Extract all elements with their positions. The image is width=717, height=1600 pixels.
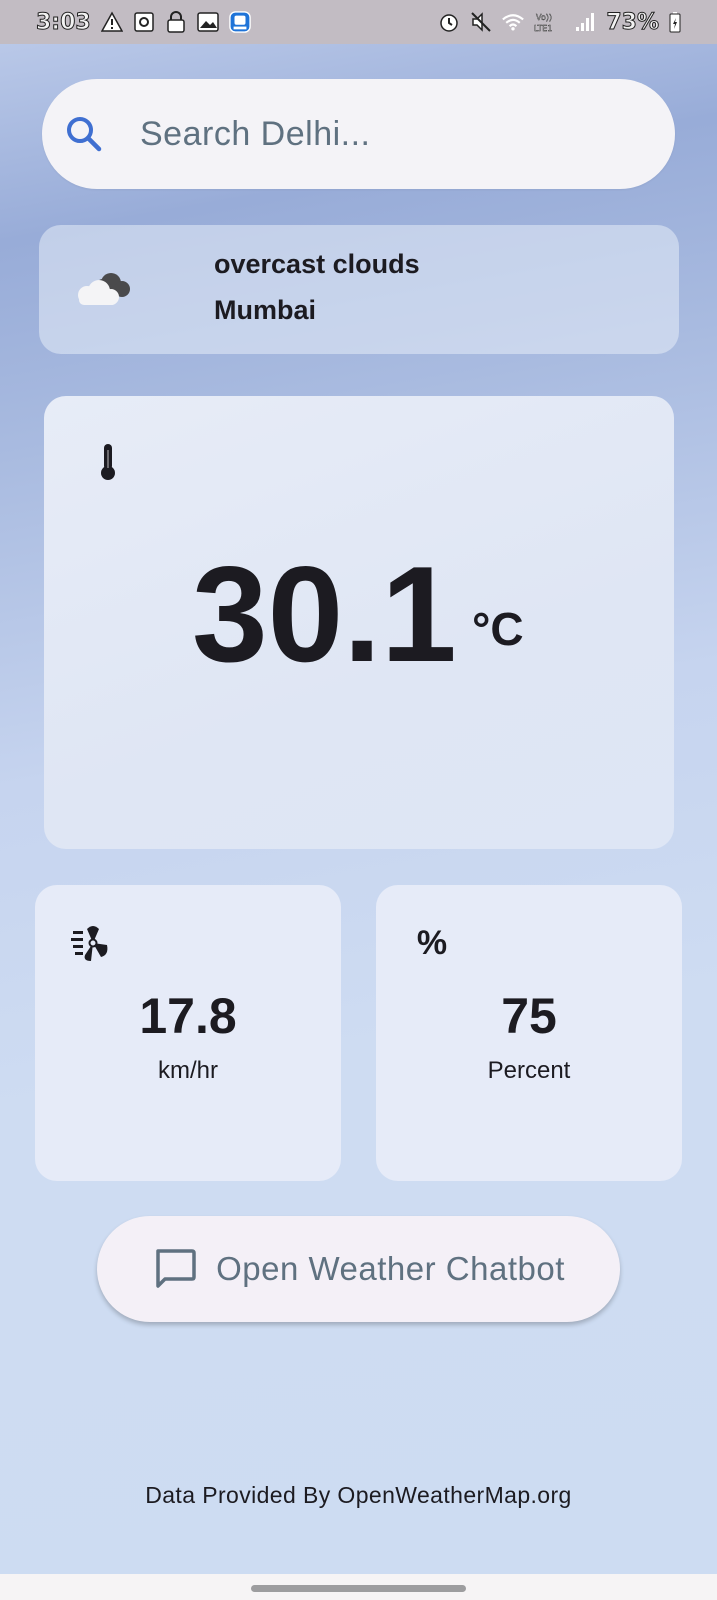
wifi-icon — [502, 11, 525, 33]
chatbot-button-label: Open Weather Chatbot — [216, 1250, 565, 1287]
app-notification-icon — [228, 11, 251, 33]
signal-icon — [574, 11, 596, 33]
lock-icon — [165, 11, 187, 33]
humidity-card: % 75 Percent — [376, 885, 682, 1181]
chat-icon — [156, 1249, 196, 1288]
thermometer-icon — [101, 444, 115, 480]
wind-speed-value: 17.8 — [139, 988, 237, 1044]
temperature-card: 30.1 °C — [44, 396, 674, 849]
gallery-icon — [196, 11, 219, 33]
status-time: 3:03 — [36, 9, 92, 35]
footer-attribution: Data Provided By OpenWeatherMap.org — [145, 1482, 572, 1508]
svg-text:Vo)): Vo)) — [536, 13, 552, 22]
battery-icon — [669, 11, 681, 33]
navigation-bar — [0, 1574, 717, 1600]
open-chatbot-button[interactable]: Open Weather Chatbot — [97, 1216, 620, 1322]
humidity-unit: Percent — [487, 1057, 571, 1084]
location-card: overcast clouds Mumbai — [39, 225, 679, 354]
wind-card: 17.8 km/hr — [35, 885, 341, 1181]
alarm-icon — [438, 11, 460, 33]
search-input[interactable] — [138, 113, 602, 155]
wind-speed-unit: km/hr — [158, 1057, 218, 1084]
warning-icon — [100, 11, 123, 33]
search-icon[interactable] — [64, 114, 104, 154]
weather-condition: overcast clouds — [214, 249, 420, 279]
humidity-value: 75 — [501, 988, 557, 1044]
search-bar[interactable] — [42, 79, 675, 189]
wind-icon — [71, 923, 111, 963]
mute-icon — [470, 11, 492, 33]
percent-symbol: % — [416, 923, 448, 962]
volte-icon: Vo)) LTE1 — [534, 11, 564, 33]
settings-app-icon — [133, 11, 155, 33]
status-bar: 3:03 Vo)) LTE1 73% — [0, 0, 717, 44]
svg-text:LTE1: LTE1 — [534, 24, 552, 33]
city-name: Mumbai — [214, 295, 317, 325]
status-bar-right: Vo)) LTE1 73% — [438, 9, 681, 35]
temperature-value: 30.1 — [192, 538, 457, 690]
battery-percentage: 73% — [606, 9, 660, 35]
home-gesture-handle[interactable] — [251, 1585, 466, 1592]
temperature-unit: °C — [472, 603, 524, 655]
status-bar-left: 3:03 — [36, 9, 251, 35]
cloud-icon — [78, 273, 130, 305]
percent-icon: % — [412, 923, 452, 963]
